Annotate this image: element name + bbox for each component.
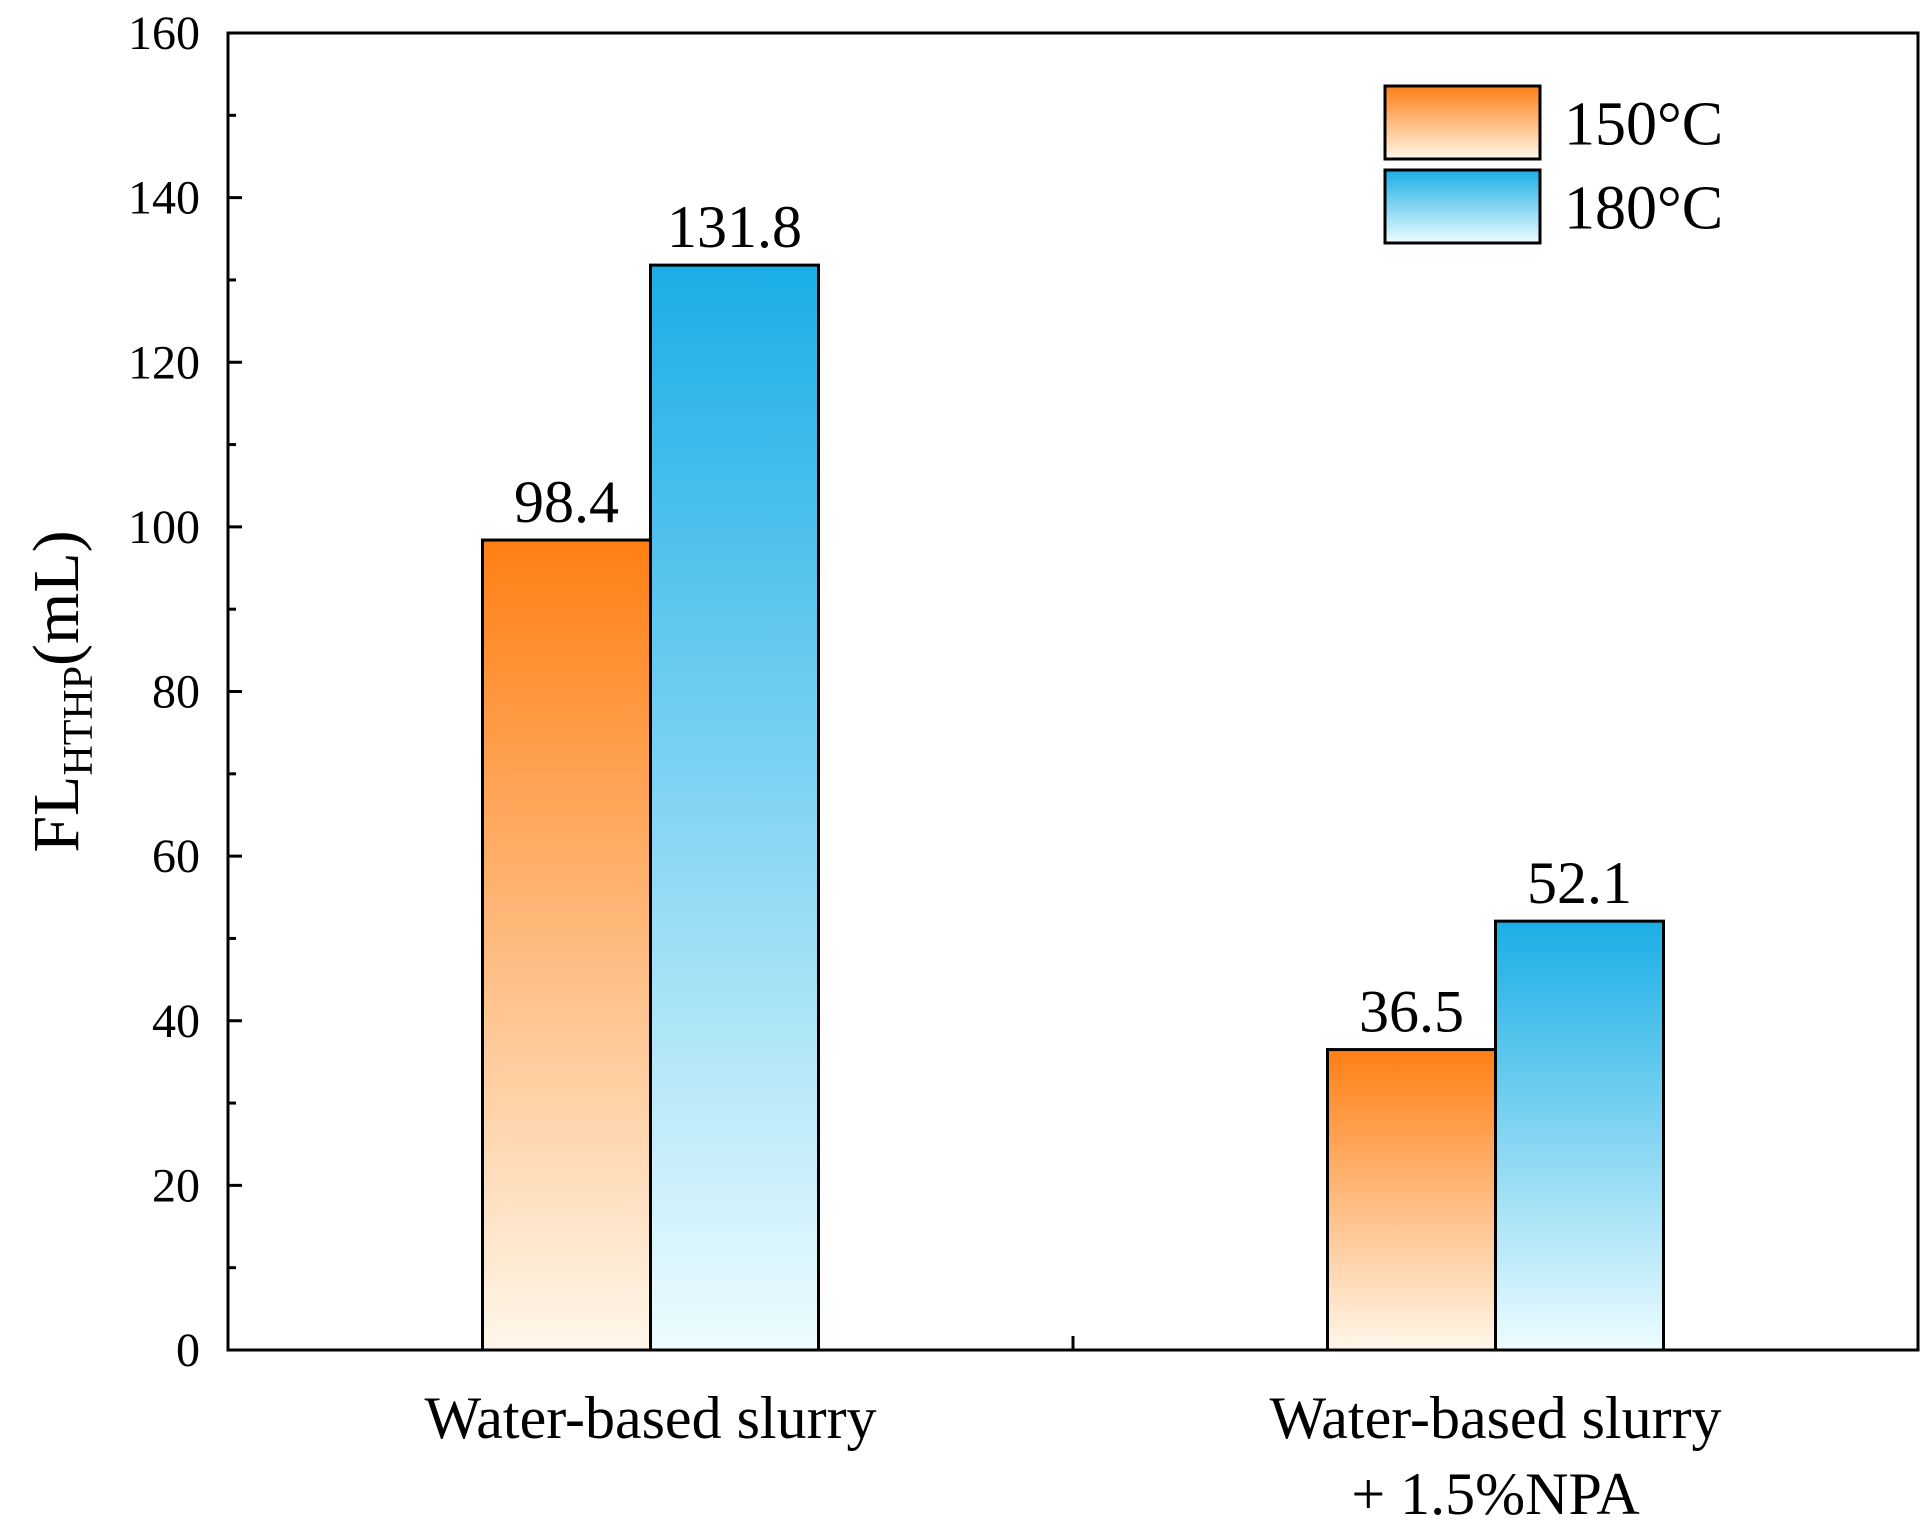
y-tick-label: 80 bbox=[152, 666, 200, 719]
y-tick-label: 40 bbox=[152, 995, 200, 1048]
legend-swatch bbox=[1383, 84, 1542, 161]
bars bbox=[481, 263, 1665, 1352]
data-label: 131.8 bbox=[667, 194, 802, 260]
axes: 0 20 40 60 80 100 120 140 160 FLHTHP(mL) bbox=[20, 7, 1920, 1377]
y-axis-label: FLHTHP(mL) bbox=[20, 530, 102, 852]
data-label: 52.1 bbox=[1527, 850, 1632, 916]
legend-label: 150°C bbox=[1564, 91, 1723, 159]
data-labels: 98.4 131.8 Water-based slurry 36.5 52.1 Water… bbox=[424, 194, 1721, 1527]
y-tick-label: 140 bbox=[128, 172, 200, 225]
y-tick-label: 160 bbox=[128, 7, 200, 60]
y-tick-label: 20 bbox=[152, 1159, 200, 1212]
bar-150c-cat-1 bbox=[481, 538, 652, 1352]
bar-180c-cat-2 bbox=[1494, 919, 1665, 1352]
x-category-label: Water-based slurry bbox=[424, 1385, 876, 1451]
x-category-label: Water-based slurry bbox=[1269, 1385, 1721, 1451]
data-label: 98.4 bbox=[514, 469, 619, 535]
y-tick-label: 60 bbox=[152, 830, 200, 883]
bar-180c-cat-1 bbox=[649, 263, 820, 1352]
y-tick-label: 100 bbox=[128, 501, 200, 554]
x-category-label: + 1.5%NPA bbox=[1351, 1461, 1639, 1527]
y-tick-label: 0 bbox=[176, 1324, 200, 1377]
data-label: 36.5 bbox=[1359, 979, 1464, 1045]
y-tick-label: 120 bbox=[128, 336, 200, 389]
legend-label: 180°C bbox=[1564, 175, 1723, 243]
bar-150c-cat-2 bbox=[1326, 1048, 1497, 1352]
legend: 150°C 180°C bbox=[1383, 84, 1723, 245]
legend-swatch bbox=[1383, 168, 1542, 245]
